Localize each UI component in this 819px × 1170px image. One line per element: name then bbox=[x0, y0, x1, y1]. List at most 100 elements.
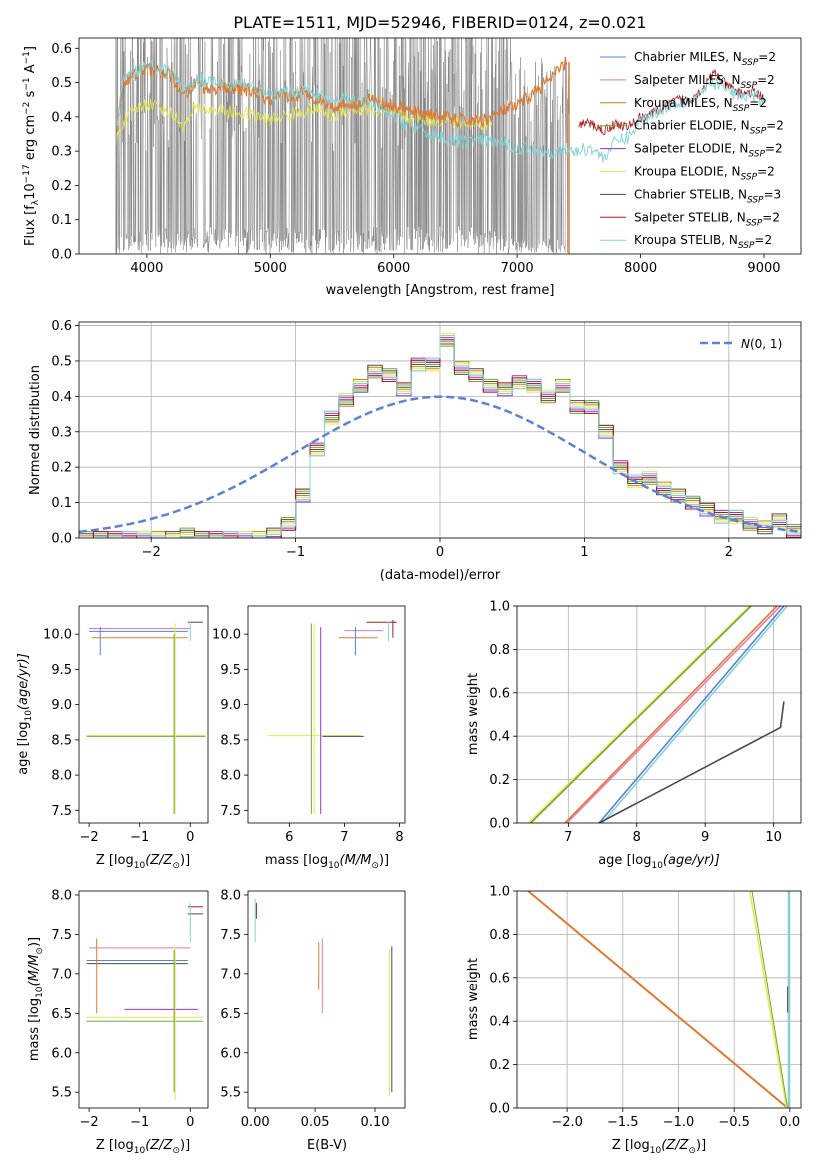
axes-spectrum: 4000 5000 6000 7000 8000 9000 0.0 0.1 0.2 0.3 0.4 0… bbox=[51, 37, 802, 276]
y-tick-label: 0.2 bbox=[51, 179, 72, 194]
x-tick-label: −2 bbox=[80, 1115, 99, 1130]
legend-label: Kroupa MILES, NSSP=2 bbox=[634, 96, 767, 114]
legend-entry: Kroupa STELIB, NSSP=2 bbox=[600, 233, 772, 251]
legend-label: Salpeter ELODIE, NSSP=2 bbox=[634, 142, 783, 160]
axes-frame bbox=[516, 605, 802, 824]
y-tick-label: 0.6 bbox=[489, 686, 510, 701]
y-tick-label: 0.6 bbox=[51, 42, 72, 57]
y-tick-label: 0.3 bbox=[51, 145, 72, 160]
data-spectrum-noise bbox=[115, 38, 569, 254]
x-tick-label: 8000 bbox=[624, 261, 657, 276]
massweight-age-line-4 bbox=[598, 606, 785, 823]
x-tick-label: −1 bbox=[130, 1115, 149, 1130]
axes-age_vs_mass: 6 7 8 7.5 8.0 8.5 9.0 9.5 10.0 bbox=[212, 605, 406, 845]
x-tick-label: 0.10 bbox=[361, 1115, 390, 1130]
y-tick-label: 0.5 bbox=[51, 354, 72, 369]
y-tick-label: 0.4 bbox=[51, 110, 72, 125]
y-tick-label: 7.0 bbox=[220, 967, 241, 982]
x-tick-label: −1 bbox=[286, 545, 305, 560]
y-tick-label: 5.5 bbox=[220, 1086, 241, 1101]
y-tick-label: 7.5 bbox=[51, 928, 72, 943]
x-tick-label: 0.00 bbox=[241, 1115, 270, 1130]
y-tick-label: 0.2 bbox=[51, 461, 72, 476]
y-tick-label: 8.0 bbox=[51, 888, 72, 903]
axes-massweight_vs_age: 7 8 9 10 0.0 0.2 0.4 0.6 0.8 1.0 bbox=[489, 600, 802, 845]
x-tick-label: 6 bbox=[285, 830, 293, 845]
x-tick-label: −1.5 bbox=[607, 1115, 639, 1130]
x-tick-label: 2 bbox=[725, 545, 733, 560]
y-tick-label: 0.0 bbox=[489, 1102, 510, 1117]
legend-label: Salpeter STELIB, NSSP=2 bbox=[634, 210, 780, 228]
model-stelib bbox=[115, 59, 765, 163]
y-tick-label: 0.3 bbox=[51, 425, 72, 440]
x-axis-label-massweight-age: age [log10(age/yr)] bbox=[598, 853, 720, 871]
chart-title: PLATE=1511, MJD=52946, FIBERID=0124, z=0… bbox=[233, 13, 646, 32]
y-tick-label: 7.5 bbox=[220, 804, 241, 819]
y-tick-label: 9.5 bbox=[220, 663, 241, 678]
hist-chabrier-stelib bbox=[79, 343, 801, 538]
x-tick-label: −2 bbox=[80, 830, 99, 845]
x-axis-label-age-vs-mass: mass [log10(M/M⊙)] bbox=[265, 853, 389, 871]
axes-frame bbox=[247, 605, 406, 824]
massweight-age-line-6 bbox=[598, 701, 785, 823]
x-tick-label: −1.0 bbox=[663, 1115, 695, 1130]
y-tick-label: 0.4 bbox=[489, 730, 510, 745]
y-tick-label: 6.5 bbox=[51, 1007, 72, 1022]
y-tick-label: 0.4 bbox=[489, 1015, 510, 1030]
y-tick-label: 0.2 bbox=[489, 1058, 510, 1073]
y-tick-label: 8.5 bbox=[220, 733, 241, 748]
legend-entry: Kroupa MILES, NSSP=2 bbox=[600, 96, 767, 114]
massweight-age-line-3 bbox=[566, 606, 782, 823]
y-tick-label: 0.5 bbox=[51, 76, 72, 91]
legend-entry: Kroupa ELODIE, NSSP=2 bbox=[600, 165, 775, 183]
x-axis-label-spectrum: wavelength [Angstrom, rest frame] bbox=[326, 283, 555, 298]
x-axis-label-residuals: (data-model)/error bbox=[380, 568, 501, 583]
y-tick-label: 8.0 bbox=[51, 769, 72, 784]
axes-massweight_vs_Z: −2.0 −1.5 −1.0 −0.5 0.0 0.0 0.2 0.4 0.6 0.8 1.0 bbox=[489, 885, 802, 1130]
legend-entry: Chabrier ELODIE, NSSP=2 bbox=[600, 119, 784, 137]
y-tick-label: 0.6 bbox=[489, 971, 510, 986]
y-tick-label: 0.0 bbox=[489, 817, 510, 832]
x-tick-label: 6000 bbox=[377, 261, 410, 276]
y-tick-label: 9.0 bbox=[51, 698, 72, 713]
axes-frame bbox=[78, 37, 802, 255]
plot-area-massweight_vs_Z bbox=[517, 891, 801, 1108]
axes-frame bbox=[78, 605, 209, 824]
plot-area-spectrum bbox=[115, 38, 765, 254]
legend-entry: Salpeter STELIB, NSSP=2 bbox=[600, 210, 780, 228]
axes-age_vs_Z: −2 −1 0 7.5 8.0 8.5 9.0 9.5 10.0 bbox=[43, 605, 209, 845]
model-miles bbox=[115, 56, 567, 135]
axes-frame bbox=[78, 321, 802, 539]
x-axis-label-ebv: E(B-V) bbox=[307, 1138, 347, 1153]
y-tick-label: 6.5 bbox=[220, 1007, 241, 1022]
x-tick-label: 10 bbox=[765, 830, 782, 845]
y-tick-label: 0.1 bbox=[51, 213, 72, 228]
x-axis-label-massweight-Z: Z [log10(Z/Z⊙)] bbox=[612, 1138, 706, 1156]
y-tick-label: 0.8 bbox=[489, 643, 510, 658]
x-tick-label: 8 bbox=[633, 830, 641, 845]
legend-entry: Salpeter ELODIE, NSSP=2 bbox=[600, 142, 783, 160]
y-tick-label: 0.4 bbox=[51, 390, 72, 405]
legend-label: Chabrier STELIB, NSSP=3 bbox=[634, 187, 781, 205]
legend-entry: Chabrier STELIB, NSSP=3 bbox=[600, 187, 781, 205]
y-axis-label-mass: mass [log10(M/M⊙)] bbox=[27, 937, 45, 1061]
plot-area-age_vs_mass bbox=[267, 620, 397, 814]
y-axis-label-massweight-age: mass weight bbox=[466, 673, 481, 755]
plot-area-mass_vs_ebv bbox=[254, 898, 393, 1097]
axes-frame bbox=[247, 890, 406, 1109]
y-tick-label: 5.5 bbox=[51, 1086, 72, 1101]
massweight-Z-orange bbox=[527, 891, 789, 1108]
x-tick-label: −1 bbox=[130, 830, 149, 845]
x-tick-label: 1 bbox=[580, 545, 588, 560]
y-tick-label: 6.0 bbox=[51, 1046, 72, 1061]
y-tick-label: 9.0 bbox=[220, 698, 241, 713]
y-tick-label: 0.0 bbox=[51, 248, 72, 263]
legend-label: Kroupa STELIB, NSSP=2 bbox=[634, 233, 772, 251]
legend-entry: Salpeter MILES, NSSP=2 bbox=[600, 73, 775, 91]
x-tick-label: 0 bbox=[436, 545, 444, 560]
plot-area-massweight_vs_age bbox=[517, 606, 801, 823]
y-tick-label: 0.0 bbox=[51, 532, 72, 547]
plot-area-mass_vs_Z bbox=[86, 902, 203, 1101]
x-tick-label: 9 bbox=[701, 830, 709, 845]
legend-label: Salpeter MILES, NSSP=2 bbox=[634, 73, 775, 91]
